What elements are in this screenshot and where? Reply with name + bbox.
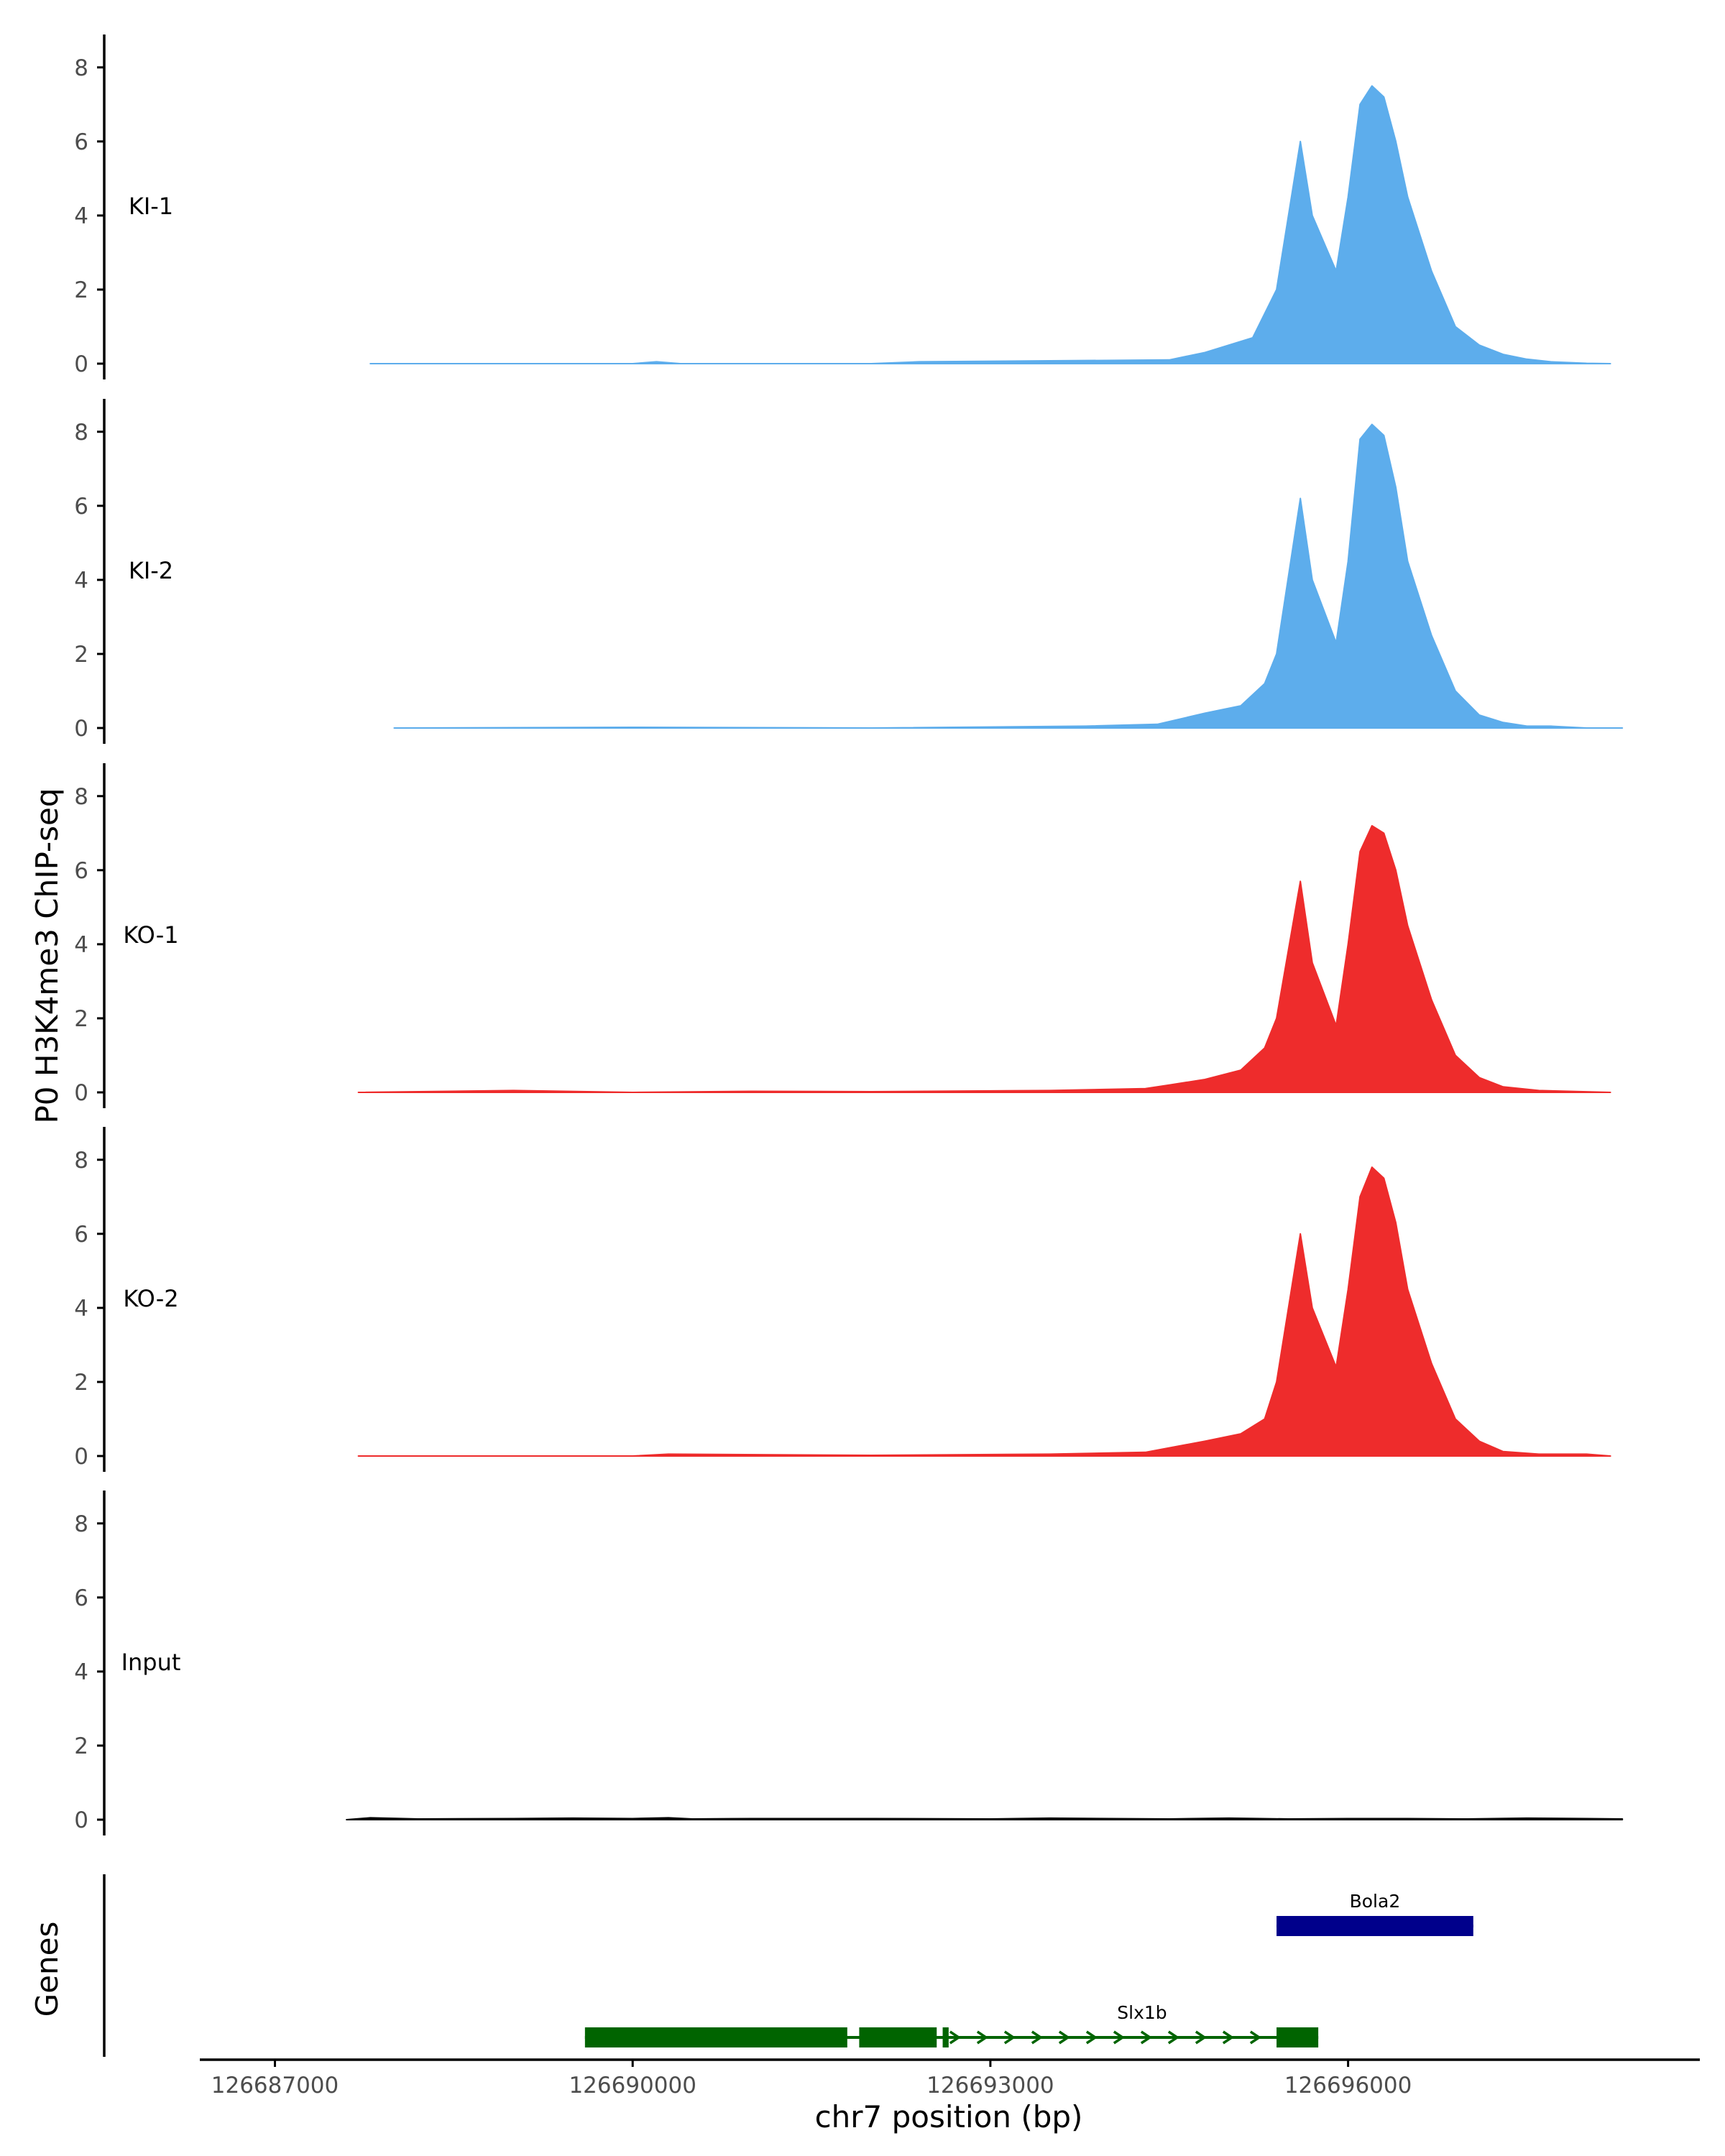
y-tick-label: 0 bbox=[74, 1080, 88, 1106]
signal-area bbox=[346, 1817, 1624, 1820]
strand-arrow bbox=[1003, 2030, 1016, 2045]
track-label: KI-2 bbox=[129, 557, 173, 584]
gene-exon bbox=[859, 2027, 937, 2047]
y-tick-label: 0 bbox=[74, 1807, 88, 1833]
y-tick-label: 4 bbox=[74, 932, 88, 958]
x-tick-label: 126687000 bbox=[211, 2073, 339, 2099]
x-tick-label: 126696000 bbox=[1284, 2073, 1412, 2099]
genes-axis-title: Genes bbox=[29, 1922, 65, 2017]
gene-label: Bola2 bbox=[1350, 1891, 1401, 1912]
track-label: KO-2 bbox=[123, 1285, 178, 1312]
gene-bola2: Bola2 bbox=[1276, 1891, 1473, 1936]
y-tick-label: 8 bbox=[74, 420, 88, 446]
signal-tracks: 0 2 4 6 8 KI-1 0 2 4 6 8 KI-2 0 2 4 6 8 KO-1 0 2 4 6 8 KO-2 0 2 4 6… bbox=[74, 34, 1624, 1835]
x-axis: 126687000 126690000 126693000 126696000 bbox=[200, 2058, 1700, 2099]
gene-label: Slx1b bbox=[1117, 2002, 1167, 2023]
y-tick-label: 6 bbox=[74, 858, 88, 884]
track-ki-2: 0 2 4 6 8 KI-2 bbox=[74, 399, 1624, 744]
y-tick-label: 6 bbox=[74, 129, 88, 155]
y-tick-label: 2 bbox=[74, 277, 88, 303]
y-tick-label: 2 bbox=[74, 1733, 88, 1759]
gene-slx1b: Slx1b bbox=[584, 2002, 1319, 2047]
y-tick-label: 2 bbox=[74, 642, 88, 668]
track-ki-1: 0 2 4 6 8 KI-1 bbox=[74, 34, 1611, 379]
y-tick-label: 6 bbox=[74, 1222, 88, 1248]
y-tick-label: 8 bbox=[74, 1148, 88, 1174]
gene-exon bbox=[1276, 1916, 1473, 1936]
signal-area bbox=[393, 423, 1624, 729]
gene-exon bbox=[942, 2027, 949, 2047]
strand-arrow bbox=[1140, 2030, 1153, 2045]
signal-area bbox=[357, 1166, 1611, 1457]
x-axis-title: chr7 position (bp) bbox=[815, 2099, 1083, 2134]
strand-arrow bbox=[1058, 2030, 1071, 2045]
y-tick-label: 0 bbox=[74, 1444, 88, 1470]
strand-arrow bbox=[1113, 2030, 1126, 2045]
y-tick-label: 2 bbox=[74, 1006, 88, 1032]
track-input: 0 2 4 6 8 Input bbox=[74, 1491, 1624, 1835]
strand-arrow bbox=[1167, 2030, 1180, 2045]
gene-exon bbox=[1276, 2027, 1319, 2047]
gene-exon bbox=[584, 2027, 847, 2047]
y-tick-label: 4 bbox=[74, 568, 88, 594]
strand-arrow bbox=[1031, 2030, 1044, 2045]
y-tick-label: 4 bbox=[74, 1659, 88, 1685]
y-tick-label: 6 bbox=[74, 494, 88, 520]
y-tick-label: 8 bbox=[74, 784, 88, 810]
y-tick-label: 4 bbox=[74, 1296, 88, 1322]
y-tick-label: 0 bbox=[74, 351, 88, 377]
track-label: KI-1 bbox=[129, 193, 173, 220]
strand-arrow bbox=[1085, 2030, 1098, 2045]
strand-arrow bbox=[976, 2030, 989, 2045]
strand-arrow bbox=[1249, 2030, 1262, 2045]
genes-panel: Bola2 Slx1b bbox=[103, 1874, 1473, 2057]
track-ko-2: 0 2 4 6 8 KO-2 bbox=[74, 1127, 1611, 1472]
y-axis-title: P0 H3K4me3 ChIP-seq bbox=[29, 788, 65, 1123]
y-tick-label: 4 bbox=[74, 203, 88, 229]
track-label: Input bbox=[121, 1649, 181, 1676]
y-tick-label: 0 bbox=[74, 716, 88, 742]
y-tick-label: 8 bbox=[74, 1511, 88, 1537]
y-tick-label: 6 bbox=[74, 1585, 88, 1611]
signal-area bbox=[369, 85, 1611, 364]
track-label: KO-1 bbox=[123, 921, 178, 949]
strand-arrow bbox=[1222, 2030, 1235, 2045]
signal-area bbox=[357, 825, 1611, 1093]
x-tick-label: 126690000 bbox=[569, 2073, 696, 2099]
y-tick-label: 2 bbox=[74, 1370, 88, 1396]
track-ko-1: 0 2 4 6 8 KO-1 bbox=[74, 763, 1611, 1108]
strand-arrow bbox=[949, 2030, 962, 2045]
strand-arrow bbox=[1195, 2030, 1208, 2045]
x-tick-label: 126693000 bbox=[926, 2073, 1054, 2099]
y-tick-label: 8 bbox=[74, 55, 88, 81]
